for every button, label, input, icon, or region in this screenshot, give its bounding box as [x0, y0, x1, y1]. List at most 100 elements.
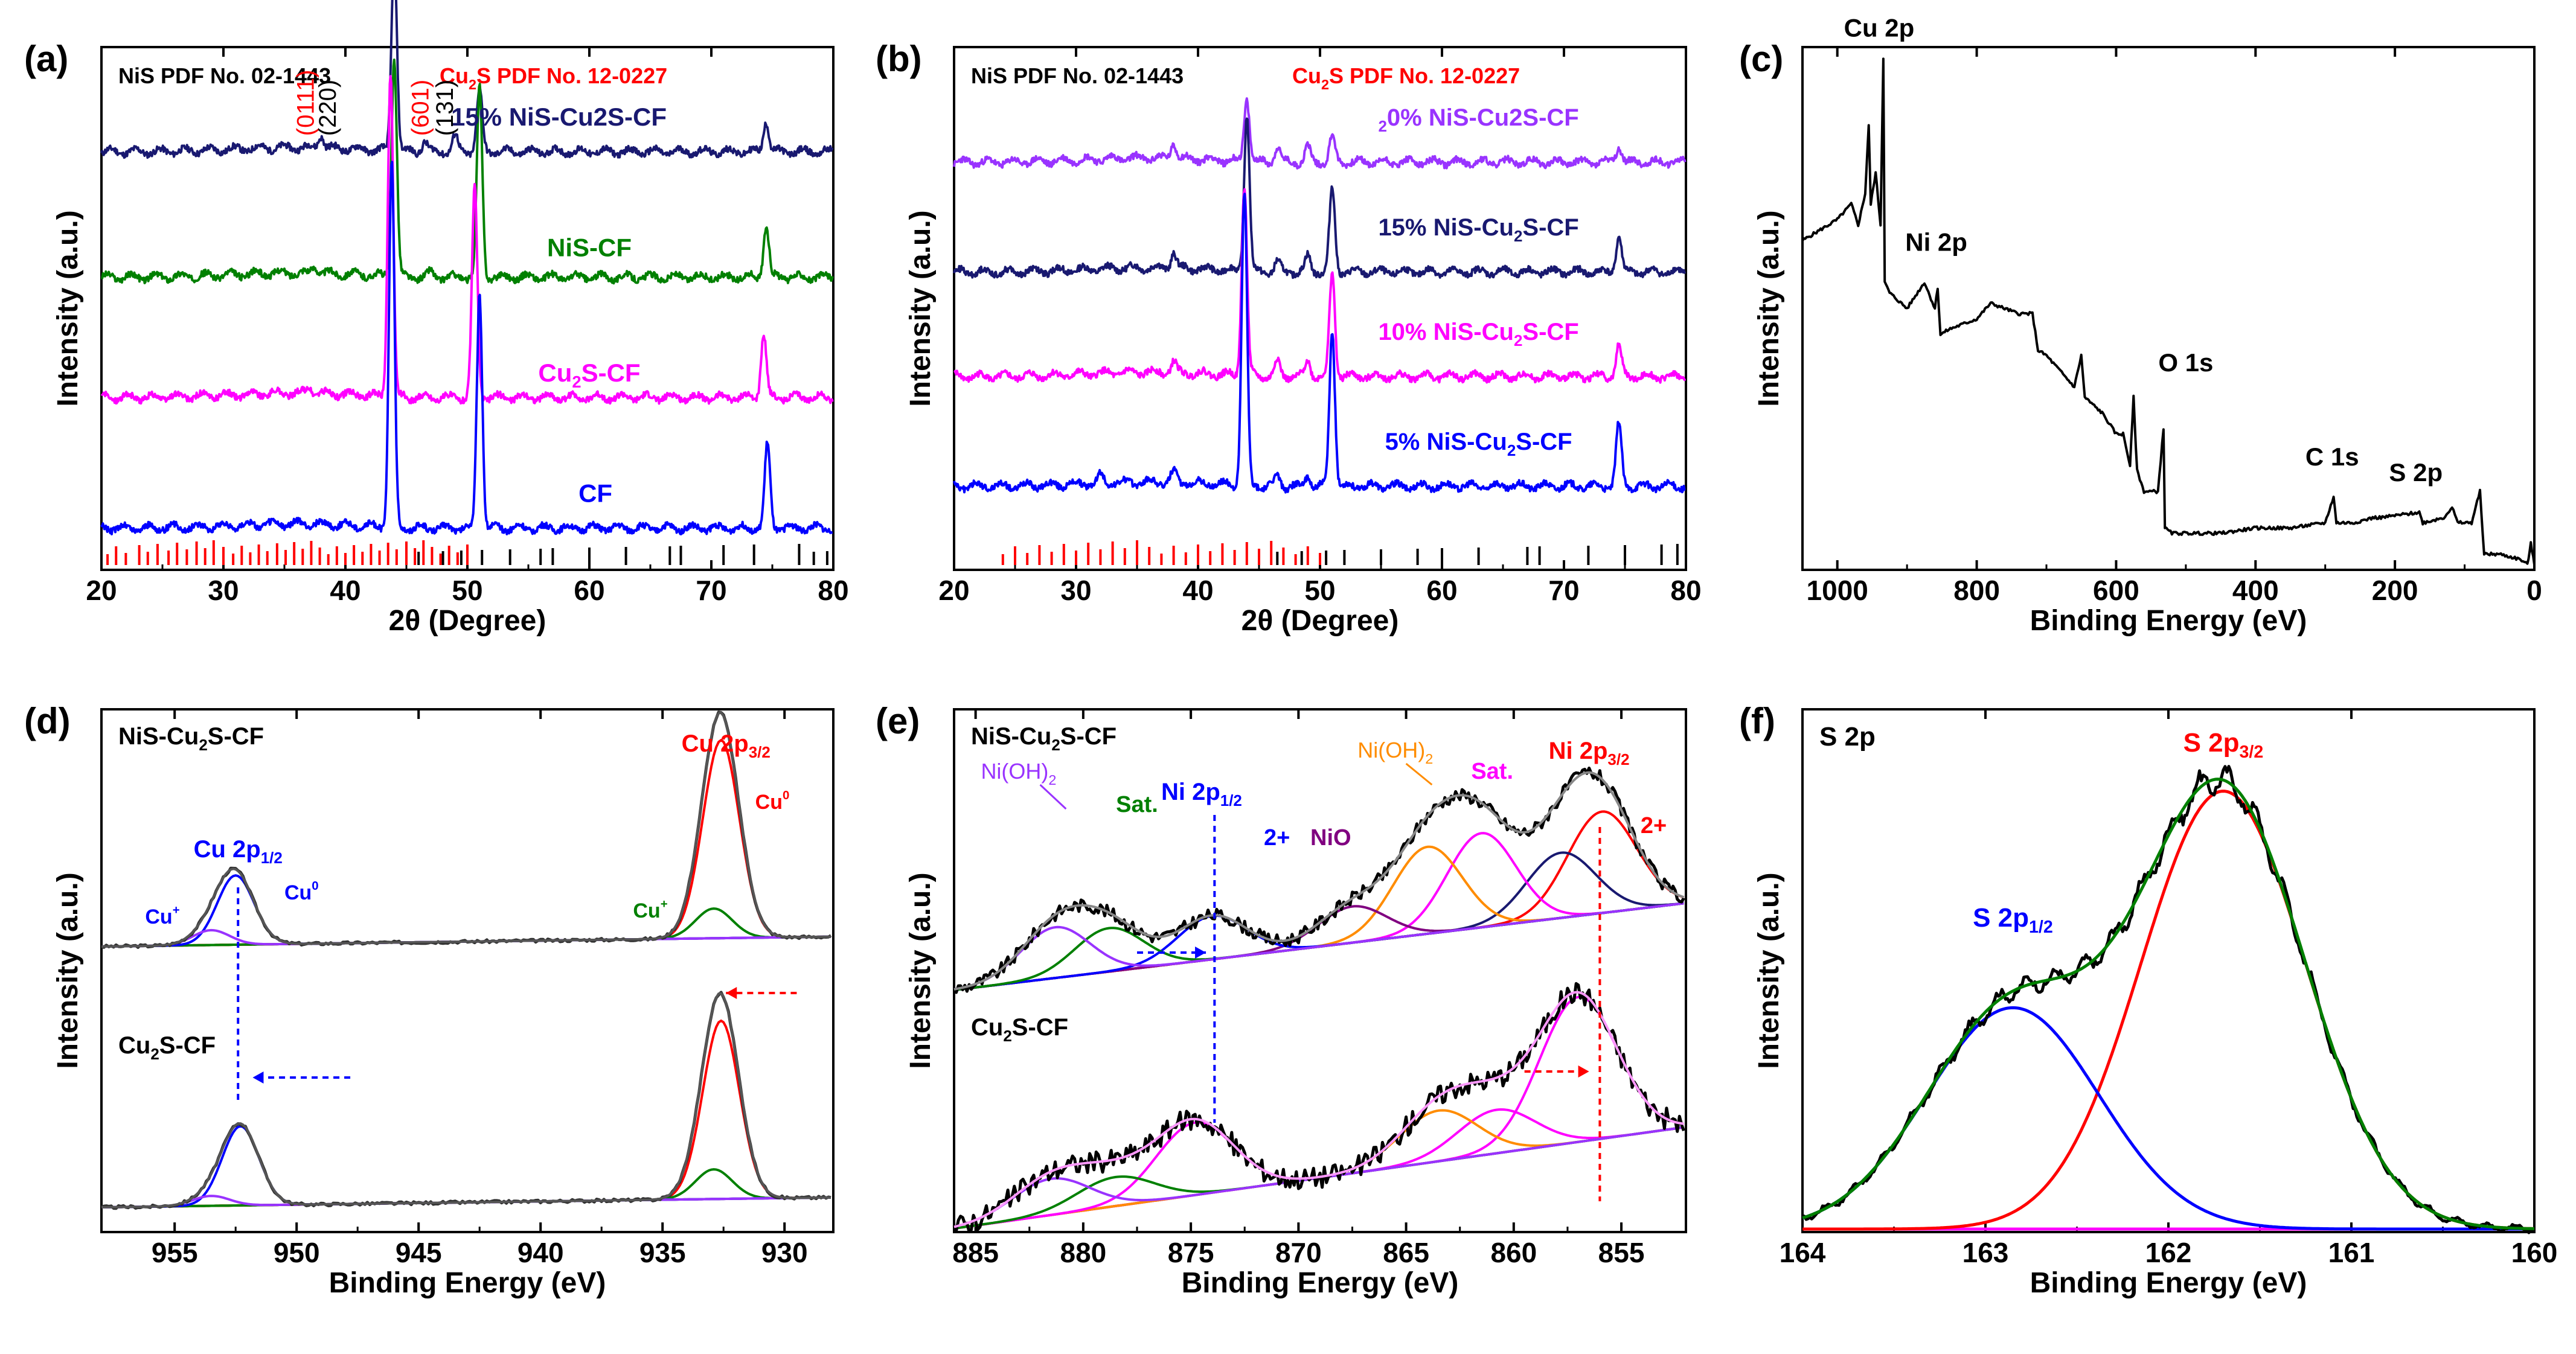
x-tick-label: 163: [1962, 1237, 2009, 1268]
x-tick-label: 40: [330, 575, 360, 606]
cu-2p32-label: Cu 2p3/2: [682, 730, 771, 761]
panel-d: 955 950 945 940 935 930 Binding Energy (eV) Int…: [52, 708, 835, 1299]
sat-label: Sat.: [1471, 759, 1513, 784]
envelope-line: [953, 991, 1684, 1228]
s2p-title: S 2p: [1819, 722, 1876, 752]
x-tick-label: 70: [1548, 575, 1579, 606]
xrd-series-line: [953, 188, 1687, 384]
x-axis: 885 880 875 870 865 860 855: [952, 709, 1644, 1268]
xrd-series-line: [101, 59, 834, 285]
x-tick-label: 30: [1060, 575, 1091, 606]
reference-lines: [106, 540, 828, 565]
x-axis-label: 2θ (Degree): [389, 605, 546, 637]
x-axis-label: Binding Energy (eV): [2030, 605, 2307, 637]
cu0-label: Cu0: [284, 880, 319, 904]
leader-line: [1039, 784, 1067, 810]
peak-index-label: (131): [432, 80, 458, 136]
ni2plus-label: 2+: [1641, 813, 1667, 838]
sample-label-bottom: Cu2S-CF: [118, 1032, 216, 1063]
series-label: 5% NiS-Cu2S-CF: [1385, 429, 1572, 459]
xrd-series-line: [953, 193, 1686, 494]
s-2p-label: S 2p: [2389, 458, 2443, 487]
o-1s-label: O 1s: [2158, 348, 2213, 377]
c-1s-label: C 1s: [2305, 442, 2359, 471]
nis-pdf-label: NiS PDF No. 02-1443: [118, 63, 331, 88]
sat-label: Sat.: [1116, 792, 1158, 817]
x-tick-label: 1000: [1807, 575, 1868, 606]
x-axis-label: Binding Energy (eV): [1182, 1267, 1459, 1299]
panel-label: (a): [24, 39, 68, 79]
x-tick-label: 400: [2232, 575, 2279, 606]
cu-2p12-label: Cu 2p1/2: [194, 836, 283, 867]
envelope-line: [101, 992, 831, 1209]
plot-frame: [953, 708, 1687, 1233]
ni2plus-label: 2+: [1264, 825, 1290, 851]
x-tick-label: 60: [1426, 575, 1457, 606]
x-axis-label: Binding Energy (eV): [2030, 1267, 2307, 1299]
panel-label: (b): [876, 39, 922, 79]
x-axis: 164 163 162 161 160: [1780, 709, 2558, 1268]
shift-arrow-head: [726, 987, 737, 999]
x-tick-label: 20: [86, 575, 117, 606]
plot-frame: [1801, 46, 2536, 571]
xrd-series-line: [100, 75, 834, 405]
reference-lines: [1001, 540, 1679, 565]
y-axis-label: Intensity (a.u.): [52, 872, 84, 1068]
ni-2p12-label: Ni 2p1/2: [1161, 779, 1242, 810]
cu-plus-label: Cu+: [145, 904, 179, 928]
x-tick-label: 160: [2511, 1237, 2558, 1268]
plot-frame: [100, 708, 835, 1233]
x-tick-label: 50: [452, 575, 482, 606]
peak-index-label: (220): [315, 80, 341, 136]
series-label: 10% NiS-Cu2S-CF: [1378, 319, 1578, 350]
x-tick-label: 950: [274, 1237, 320, 1268]
x-tick-label: 855: [1598, 1237, 1645, 1268]
xrd-series-line: [100, 0, 834, 159]
x-tick-label: 30: [208, 575, 239, 606]
x-tick-label: 161: [2328, 1237, 2375, 1268]
x-tick-label: 955: [152, 1237, 198, 1268]
pdf-header: NiS PDF No. 02-1443 Cu2S PDF No. 12-0227: [971, 63, 1520, 92]
x-tick-label: 40: [1182, 575, 1213, 606]
shift-arrow-head: [1578, 1065, 1589, 1078]
xrd-series-line: [100, 161, 833, 535]
cu0-label: Cu0: [755, 789, 790, 814]
y-axis-label: Intensity (a.u.): [905, 210, 937, 406]
panel-b: 20 30 40 50 60 70 80 2θ (Degree) Intensity (a.u.…: [905, 46, 1702, 637]
x-tick-label: 875: [1168, 1237, 1214, 1268]
series-label-cu2s-cf: Cu2S-CF: [538, 359, 640, 391]
panel-label: (f): [1739, 701, 1775, 741]
x-tick-label: 80: [1670, 575, 1701, 606]
sample-label-top: NiS-Cu2S-CF: [971, 723, 1117, 754]
x-tick-label: 870: [1275, 1237, 1322, 1268]
envelope-line: [1802, 778, 2534, 1230]
y-axis-label: Intensity (a.u.): [52, 210, 84, 406]
series-label-nis-cf: NiS-CF: [547, 233, 632, 261]
pdf-header: NiS PDF No. 02-1443 Cu2S PDF No. 12-0227: [118, 63, 667, 92]
cu-2p-label: Cu 2p: [1844, 14, 1915, 42]
panel-label: (e): [876, 701, 920, 741]
s2p32-label: S 2p3/2: [2184, 728, 2264, 762]
y-axis-label: Intensity (a.u.): [905, 872, 937, 1068]
y-axis-label: Intensity (a.u.): [1753, 872, 1785, 1068]
x-tick-label: 162: [2145, 1237, 2192, 1268]
panel-label: (c): [1739, 39, 1783, 79]
s2p12-label: S 2p1/2: [1973, 903, 2053, 937]
y-axis-label: Intensity (a.u.): [1753, 210, 1785, 406]
panel-e: 885 880 875 870 865 860 855 Binding Energy (eV)…: [905, 708, 1687, 1299]
series-label-15pct: 15% NiS-Cu2S-CF: [451, 103, 667, 131]
x-tick-label: 860: [1490, 1237, 1537, 1268]
sample-label-bottom: Cu2S-CF: [971, 1014, 1068, 1045]
xrd-series-line: [953, 117, 1687, 279]
peak-index-label: (0111): [292, 70, 319, 136]
nio-label: NiO: [1310, 825, 1351, 851]
x-tick-label: 0: [2526, 575, 2542, 606]
series-label-cf: CF: [578, 479, 612, 507]
nioh2-label: Ni(OH)2: [981, 759, 1056, 788]
ni-2p32-label: Ni 2p3/2: [1549, 738, 1630, 768]
shift-arrow-head: [252, 1071, 264, 1084]
panel-f: 164 163 162 161 160 Binding Energy (eV) Intens…: [1753, 708, 2558, 1299]
leader-line: [1405, 762, 1433, 786]
x-tick-label: 885: [952, 1237, 999, 1268]
